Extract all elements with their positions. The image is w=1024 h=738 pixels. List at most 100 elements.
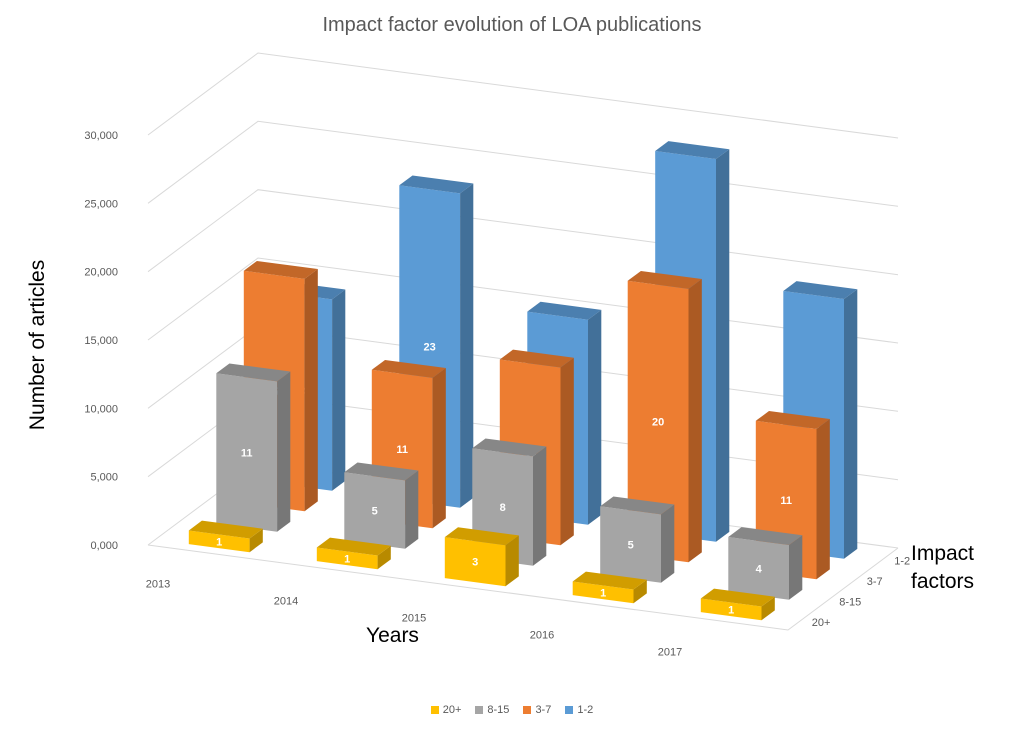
bar-top [600,496,675,515]
data-label: 1 [216,536,222,548]
legend-swatch [430,706,439,714]
y-tick-label: 10,000 [84,403,118,415]
depth-tick-label: 8-15 [839,596,861,608]
legend-item: 1-2 [565,704,593,716]
bar: 1 [316,537,391,570]
bar-side [332,289,346,491]
bar-top [783,281,858,299]
bar-front [316,547,378,570]
data-label: 8 [500,502,506,514]
bar-side [505,535,519,587]
legend-label: 1-2 [577,704,594,716]
bar-side [533,446,547,566]
bars: 1423152819171113201111585411311 [188,141,858,621]
y-tick-label: 15,000 [84,335,118,347]
bar-front [627,280,689,563]
bar-side [249,528,263,553]
y-tick-label: 20,000 [84,267,118,279]
bar-top [444,527,519,546]
bar-front [700,598,762,621]
bar-top [344,462,419,481]
bar-front [572,581,634,604]
bar-top [627,271,702,289]
depth-tick-label: 3-7 [867,576,883,588]
data-label: 11 [241,448,253,460]
bar-top [399,175,474,194]
data-label: 3 [472,557,478,569]
bar-top [700,588,775,607]
legend: 20+ 8-15 3-7 1-2 [0,704,1024,716]
gridline [147,120,899,207]
data-label: 5 [628,540,634,552]
bar: 11 [216,363,291,532]
bar: 4 [728,527,803,600]
data-label: 1 [344,553,350,565]
x-tick-label: 2017 [658,647,682,659]
bar-side [789,535,803,600]
chart-title: Impact factor evolution of LOA publicati… [322,14,702,36]
bar-top [499,349,574,368]
data-label: 23 [424,342,436,354]
depth-axis-ticks: 20+ 8-15 3-7 1-2 [812,555,910,629]
gridline [147,52,899,139]
bar-front [444,537,506,587]
y-axis-title: Number of articles [26,259,49,431]
bar: 5 [600,496,675,583]
bar-side [716,149,730,542]
bar-front [728,537,789,600]
legend-swatch [523,706,532,714]
y-tick-label: 0,000 [90,540,118,552]
bar-top [371,360,446,378]
x-axis-ticks: 2013 2014 2015 2016 2017 [146,579,682,659]
data-label: 5 [372,506,378,518]
bar-side [304,269,318,512]
bar-front [188,530,250,553]
y-tick-label: 25,000 [84,198,118,210]
bar-side [633,579,647,604]
depth-axis-title: Impact factors [911,540,974,596]
depth-axis-title-line2: factors [911,570,975,593]
bar-side [460,183,474,508]
bar-side [405,470,419,549]
data-label: 20 [652,417,664,429]
bar-front [216,373,278,532]
bar-side [377,545,391,570]
y-tick-label: 5,000 [90,472,118,484]
bar: 1 [572,571,647,604]
legend-item: 3-7 [523,704,551,716]
bar: 20 [627,271,702,563]
legend-label: 8-15 [487,704,510,716]
bar-top [728,527,803,545]
bar-side [432,368,446,529]
data-label: 11 [396,444,408,456]
depth-tick-label: 1-2 [894,555,910,567]
bar: 5 [344,462,419,549]
bar-top [527,301,602,320]
bar-side [844,289,858,559]
bar-side [688,279,702,563]
legend-label: 3-7 [535,704,552,716]
y-axis-ticks: 0,000 5,000 10,000 15,000 20,000 25,000 30,000 [84,130,118,552]
bar-side [661,504,675,583]
bar: 1 [188,520,263,553]
data-label: 1 [600,587,606,599]
bar-top [188,520,263,539]
x-tick-label: 2016 [530,630,554,642]
x-tick-label: 2014 [274,596,298,608]
legend-item: 8-15 [475,704,509,716]
data-label: 11 [780,495,792,507]
bar-front [344,472,406,549]
bar-top [472,438,547,457]
data-label: 1 [728,604,734,616]
bar-side [816,419,830,580]
bar-front [600,506,661,583]
x-tick-label: 2013 [146,579,170,591]
bar-side [277,371,291,532]
bar-top [755,411,830,429]
bar-top [216,363,291,382]
bar: 3 [444,527,519,587]
y-tick-label: 30,000 [84,130,118,142]
floor-edge [147,544,899,631]
bar-top [655,141,730,159]
